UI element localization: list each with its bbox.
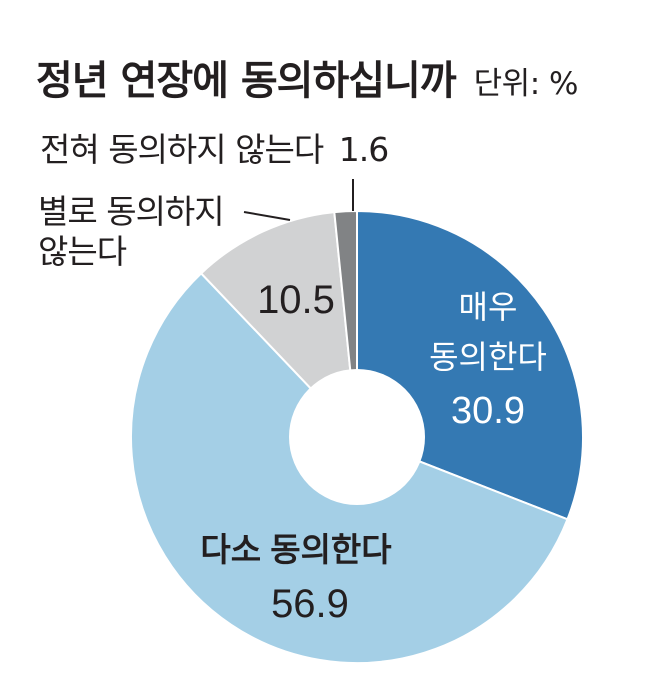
donut-hole	[289, 369, 425, 505]
slice-value-strongly-agree: 30.9	[451, 390, 525, 432]
leader-lines	[243, 179, 354, 221]
slice-label-strongly-agree-line2: 동의한다	[429, 339, 547, 375]
label-not-really-agree-line1: 별로 동의하지	[38, 192, 225, 231]
slice-not-really-agree	[199, 211, 359, 440]
leader-line-not-really	[243, 211, 291, 221]
slice-value-somewhat-agree: 56.9	[271, 582, 349, 626]
label-not-at-all-agree: 전혀 동의하지 않는다 1.6	[40, 130, 389, 170]
label-not-at-all-agree-text: 전혀 동의하지 않는다	[40, 130, 324, 169]
label-not-really-agree-line2: 않는다	[38, 232, 127, 271]
unit-label: 단위: %	[473, 66, 579, 102]
slice-label-somewhat-agree: 다소 동의한다	[200, 531, 392, 568]
slice-label-strongly-agree-line1: 매우	[459, 289, 518, 325]
label-not-at-all-agree-value: 1.6	[338, 130, 389, 169]
chart-header: 정년 연장에 동의하십니까 단위: %	[36, 48, 578, 106]
inner-labels: 매우 동의한다 30.9 다소 동의한다 56.9 10.5	[200, 278, 547, 626]
chart-title: 정년 연장에 동의하십니까	[36, 58, 457, 104]
slice-value-not-really-agree: 10.5	[257, 278, 335, 322]
